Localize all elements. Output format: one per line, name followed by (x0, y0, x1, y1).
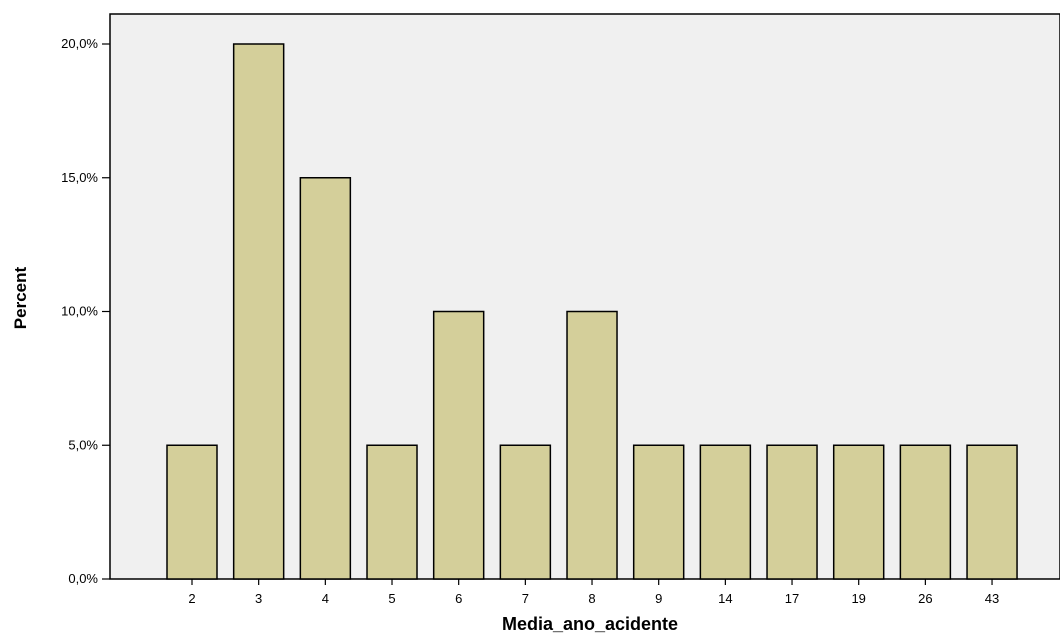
bar (299, 177, 352, 580)
x-tick-label: 6 (455, 591, 462, 606)
y-tick-label: 0,0% (68, 571, 98, 586)
x-tick-label: 4 (322, 591, 329, 606)
y-tick-label: 10,0% (61, 304, 98, 319)
bars (166, 43, 1018, 580)
bar (432, 310, 485, 580)
y-axis-title: Percent (11, 266, 30, 329)
x-tick-label: 43 (985, 591, 999, 606)
bar (966, 444, 1018, 580)
bar (232, 43, 285, 580)
x-axis-title: Media_ano_acidente (502, 614, 678, 634)
bar (499, 444, 552, 580)
bar (832, 444, 885, 580)
y-tick-label: 5,0% (68, 437, 98, 452)
y-tick-label: 20,0% (61, 36, 98, 51)
y-tick-label: 15,0% (61, 170, 98, 185)
bar (166, 444, 218, 580)
x-tick-label: 7 (522, 591, 529, 606)
x-tick-label: 17 (785, 591, 799, 606)
x-axis: 2 3 4 5 6 7 8 9 14 17 19 26 43 (188, 579, 999, 606)
bar (366, 444, 418, 580)
bar (632, 444, 685, 580)
x-tick-label: 9 (655, 591, 662, 606)
x-tick-label: 19 (851, 591, 865, 606)
x-tick-label: 2 (188, 591, 195, 606)
y-axis: 0,0% 5,0% 10,0% 15,0% 20,0% (61, 36, 110, 586)
bar (699, 444, 752, 580)
x-tick-label: 8 (588, 591, 595, 606)
bar (566, 310, 618, 580)
bar (766, 444, 818, 580)
x-tick-label: 26 (918, 591, 932, 606)
x-tick-label: 5 (388, 591, 395, 606)
x-tick-label: 3 (255, 591, 262, 606)
bar (899, 444, 952, 580)
x-tick-label: 14 (718, 591, 732, 606)
